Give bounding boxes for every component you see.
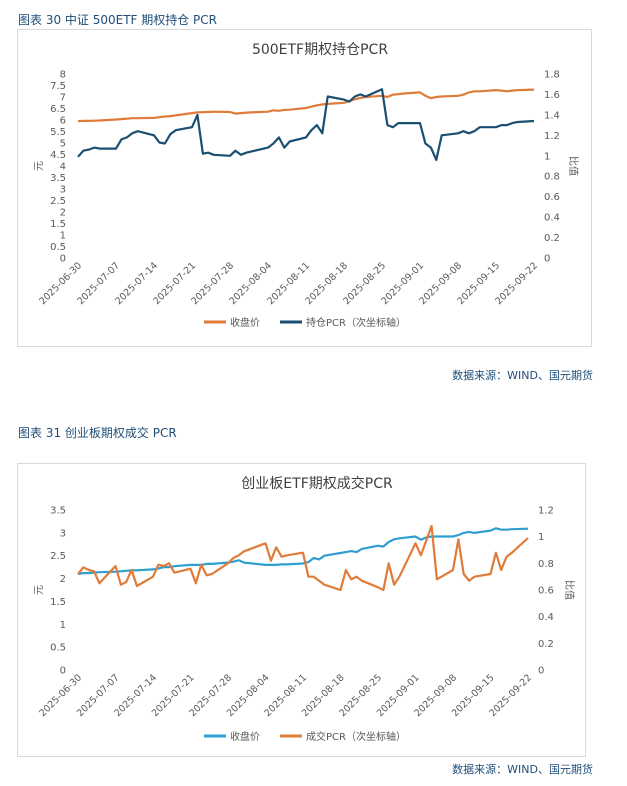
y-tick-label: 7 [60,93,66,104]
y-tick-label: 2 [60,574,66,585]
y-tick-label: 3.5 [50,173,66,184]
y2-tick-label: 0.4 [544,213,560,224]
y2-axis-label: 比值 [563,580,576,600]
y-tick-label: 3 [60,528,66,539]
y2-tick-label: 0.2 [544,233,560,244]
y-tick-label: 4.5 [50,150,66,161]
y-tick-label: 6 [60,116,66,127]
y2-tick-label: 0.8 [544,172,560,183]
y-tick-label: 2.5 [50,551,66,562]
y-tick-label: 0.5 [50,643,66,654]
data-source: 数据来源：WIND、国元期货 [452,763,593,776]
y-tick-label: 5.5 [50,127,66,138]
y2-tick-label: 0.6 [538,586,554,597]
y-tick-label: 3.5 [50,506,66,517]
legend-label: 收盘价 [230,730,260,743]
legend-label: 成交PCR（次坐标轴） [306,730,406,743]
data-source: 数据来源：WIND、国元期货 [452,369,593,382]
y-tick-label: 4 [60,162,66,173]
y2-tick-label: 0 [538,666,544,677]
chart-title: 500ETF期权持仓PCR [252,42,388,58]
y2-tick-label: 1 [544,151,550,162]
y-tick-label: 7.5 [50,81,66,92]
y-tick-label: 2 [60,208,66,219]
y-tick-label: 0 [60,666,66,677]
y-tick-label: 1.5 [50,219,66,230]
y-tick-label: 2.5 [50,196,66,207]
y2-tick-label: 1.6 [544,90,560,101]
chart-panel: 创业板ETF期权成交PCR 0 0.5 1 1.5 2 2.5 3 3.5 0 0.2 0.4 0.6 0… [17,463,586,757]
legend-label: 持仓PCR（次坐标轴） [306,316,406,329]
y-axis-label: 元 [34,585,45,595]
y-tick-label: 0 [60,254,66,265]
chart-svg: 500ETF期权持仓PCR00.511.522.533.544.555.566.… [34,42,580,329]
y-axis-label: 元 [34,161,45,171]
series-line-2 [77,524,529,592]
chart-svg: 创业板ETF期权成交PCR 0 0.5 1 1.5 2 2.5 3 3.5 0 0.2 0.4 0.6 0… [34,475,576,743]
y-tick-label: 1 [60,231,66,242]
y2-tick-label: 0 [544,254,550,265]
series-line-2 [77,88,535,161]
y-tick-label: 8 [60,70,66,81]
chart-panel: 500ETF期权持仓PCR 0 0.5 1 1.5 2 2.5 3 3.5 4 4.5 5 5.5 6 6.… [17,29,592,347]
y2-tick-label: 0.4 [538,612,554,623]
y-tick-label: 1.5 [50,597,66,608]
y2-tick-label: 1 [538,532,544,543]
y2-tick-label: 0.6 [544,192,560,203]
y2-tick-label: 0.2 [538,639,554,650]
y-tick-label: 5 [60,139,66,150]
y-tick-label: 1 [60,620,66,631]
chart-title: 创业板ETF期权成交PCR [241,475,393,492]
y2-tick-label: 1.8 [544,70,560,81]
series-line-1 [77,88,535,123]
y2-tick-label: 1.4 [544,110,560,121]
y-tick-label: 3 [60,185,66,196]
y2-axis-label: 比值 [567,156,580,176]
y2-tick-label: 1.2 [538,506,554,517]
figure-caption: 图表 31 创业板期权成交 PCR [18,426,177,440]
y2-tick-label: 1.2 [544,131,560,142]
legend-label: 收盘价 [230,316,260,329]
y2-tick-label: 0.8 [538,559,554,570]
y-tick-label: 0.5 [50,242,66,253]
figure-caption: 图表 30 中证 500ETF 期权持仓 PCR [18,13,218,27]
y-tick-label: 6.5 [50,104,66,115]
